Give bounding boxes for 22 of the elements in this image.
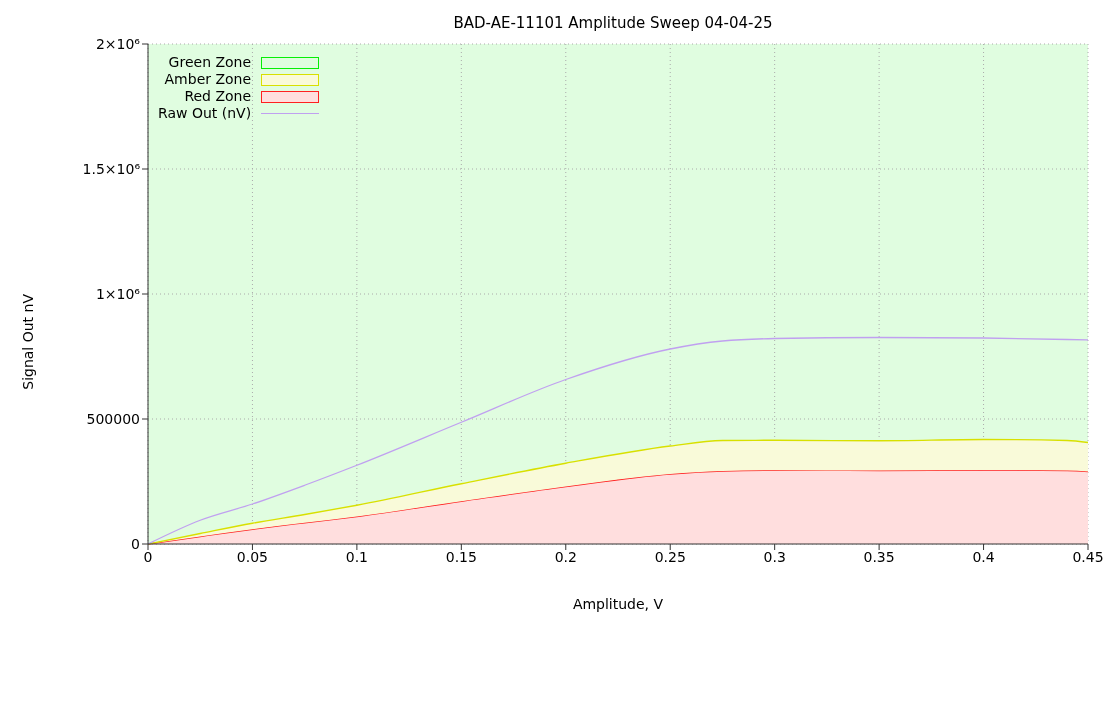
- x-tick-label: 0.3: [763, 548, 786, 565]
- legend-label: Amber Zone: [164, 71, 252, 88]
- y-axis-title: Signal Out nV: [19, 293, 36, 390]
- band-label: Green Zone: [168, 54, 252, 71]
- x-tick-label: 0.15: [445, 548, 477, 565]
- x-tick-label: 0.45: [1072, 548, 1104, 565]
- y-tick-label: 0: [131, 535, 140, 552]
- x-tick-label: 0: [143, 548, 153, 565]
- y-tick-label: 1×10⁶: [95, 285, 141, 302]
- y-tick-label: 500000: [86, 410, 140, 427]
- x-tick-label: 0.05: [236, 548, 269, 565]
- x-tick-label: 0.1: [345, 548, 369, 565]
- legend-label: Red Zone: [184, 88, 252, 105]
- x-tick-label: 0.35: [863, 548, 895, 565]
- chart-title: BAD-AE-11101 Amplitude Sweep 04-04-25: [452, 14, 774, 32]
- x-tick-label: 0.25: [654, 548, 686, 565]
- y-tick-label: 2×10⁶: [95, 35, 141, 52]
- x-tick-label: 0.4: [972, 548, 995, 565]
- x-axis-title: Amplitude, V: [572, 595, 664, 612]
- legend-label: Raw Out (nV): [158, 105, 252, 122]
- x-tick-label: 0.2: [554, 548, 577, 565]
- y-tick-label: 1.5×10⁶: [82, 160, 141, 177]
